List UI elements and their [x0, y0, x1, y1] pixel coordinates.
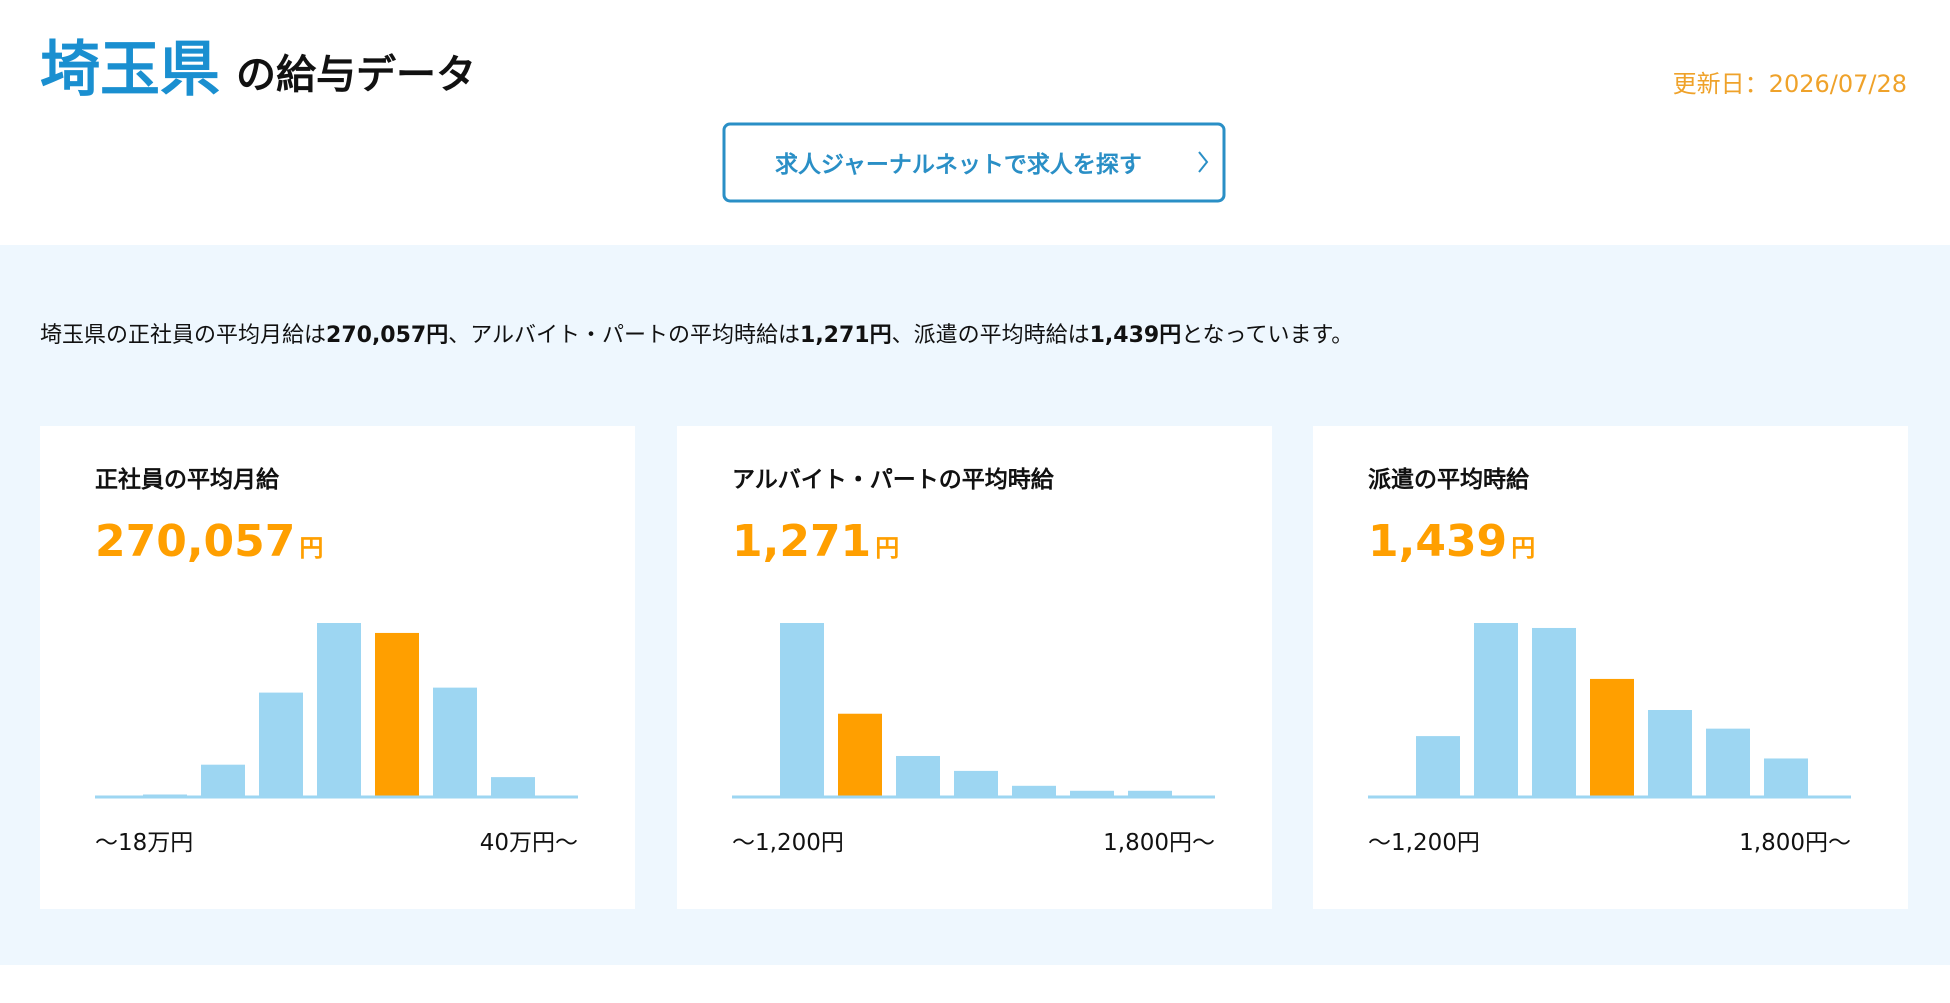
bar	[1648, 710, 1692, 797]
x-end-label: 1,800円〜	[1739, 830, 1851, 856]
title-rest: の給与データ	[236, 52, 476, 98]
x-start-label: 〜1,200円	[1368, 830, 1480, 856]
bar	[954, 770, 998, 797]
average-number: 270,057	[95, 516, 295, 567]
bar	[1416, 736, 1460, 797]
summary-part: 1,271円	[800, 323, 892, 348]
average-number: 1,439	[1368, 516, 1507, 567]
summary-part: 1,439円	[1090, 323, 1182, 348]
summary-part: 、アルバイト・パートの平均時給は	[448, 323, 800, 348]
bar	[491, 777, 535, 797]
bar	[1764, 758, 1808, 797]
bar	[375, 632, 419, 797]
summary-part: となっています。	[1181, 323, 1353, 348]
bar	[1070, 790, 1114, 797]
bar	[1532, 627, 1576, 797]
card-title: アルバイト・パートの平均時給	[732, 466, 1055, 493]
bar	[259, 692, 303, 797]
bar	[1590, 678, 1634, 797]
card	[1313, 426, 1908, 909]
bar	[1012, 785, 1056, 797]
average-number: 1,271	[732, 516, 871, 567]
card	[677, 426, 1272, 909]
summary: 埼玉県の正社員の平均月給は270,057円、アルバイト・パートの平均時給は1,2…	[40, 323, 1353, 348]
button-frame[interactable]	[722, 122, 1226, 203]
bar	[317, 623, 361, 797]
chevron	[1198, 151, 1209, 173]
summary-part: 、派遣の平均時給は	[892, 323, 1090, 348]
average-unit: 円	[1511, 534, 1535, 562]
average-unit: 円	[875, 534, 899, 562]
x-end-label: 1,800円〜	[1103, 830, 1215, 856]
bar	[201, 764, 245, 797]
updated-date: 更新日：2026/07/28	[1673, 70, 1907, 98]
x-start-label: 〜1,200円	[732, 830, 844, 856]
card-title: 正社員の平均月給	[95, 466, 280, 493]
bar	[433, 687, 477, 797]
bar	[838, 713, 882, 797]
average-value: 270,057 円	[95, 516, 323, 567]
button-label[interactable]: 求人ジャーナルネットで求人を探す	[775, 152, 1142, 178]
card-title: 派遣の平均時給	[1368, 466, 1530, 493]
average-unit: 円	[299, 534, 323, 562]
bar	[896, 755, 940, 797]
x-start-label: 〜18万円	[95, 830, 193, 856]
summary-part: 270,057円	[326, 323, 448, 348]
job-search-button[interactable]: 求人ジャーナルネットで求人を探す	[722, 122, 1226, 203]
bar	[1128, 790, 1172, 797]
bar	[1474, 623, 1518, 797]
x-end-label: 40万円〜	[480, 830, 578, 856]
bar	[1706, 728, 1750, 797]
title-pref: 埼玉県	[40, 35, 220, 105]
average-value: 1,271 円	[732, 516, 899, 567]
average-value: 1,439 円	[1368, 516, 1535, 567]
summary-part: 埼玉県の正社員の平均月給は	[40, 323, 326, 348]
bar	[780, 623, 824, 797]
